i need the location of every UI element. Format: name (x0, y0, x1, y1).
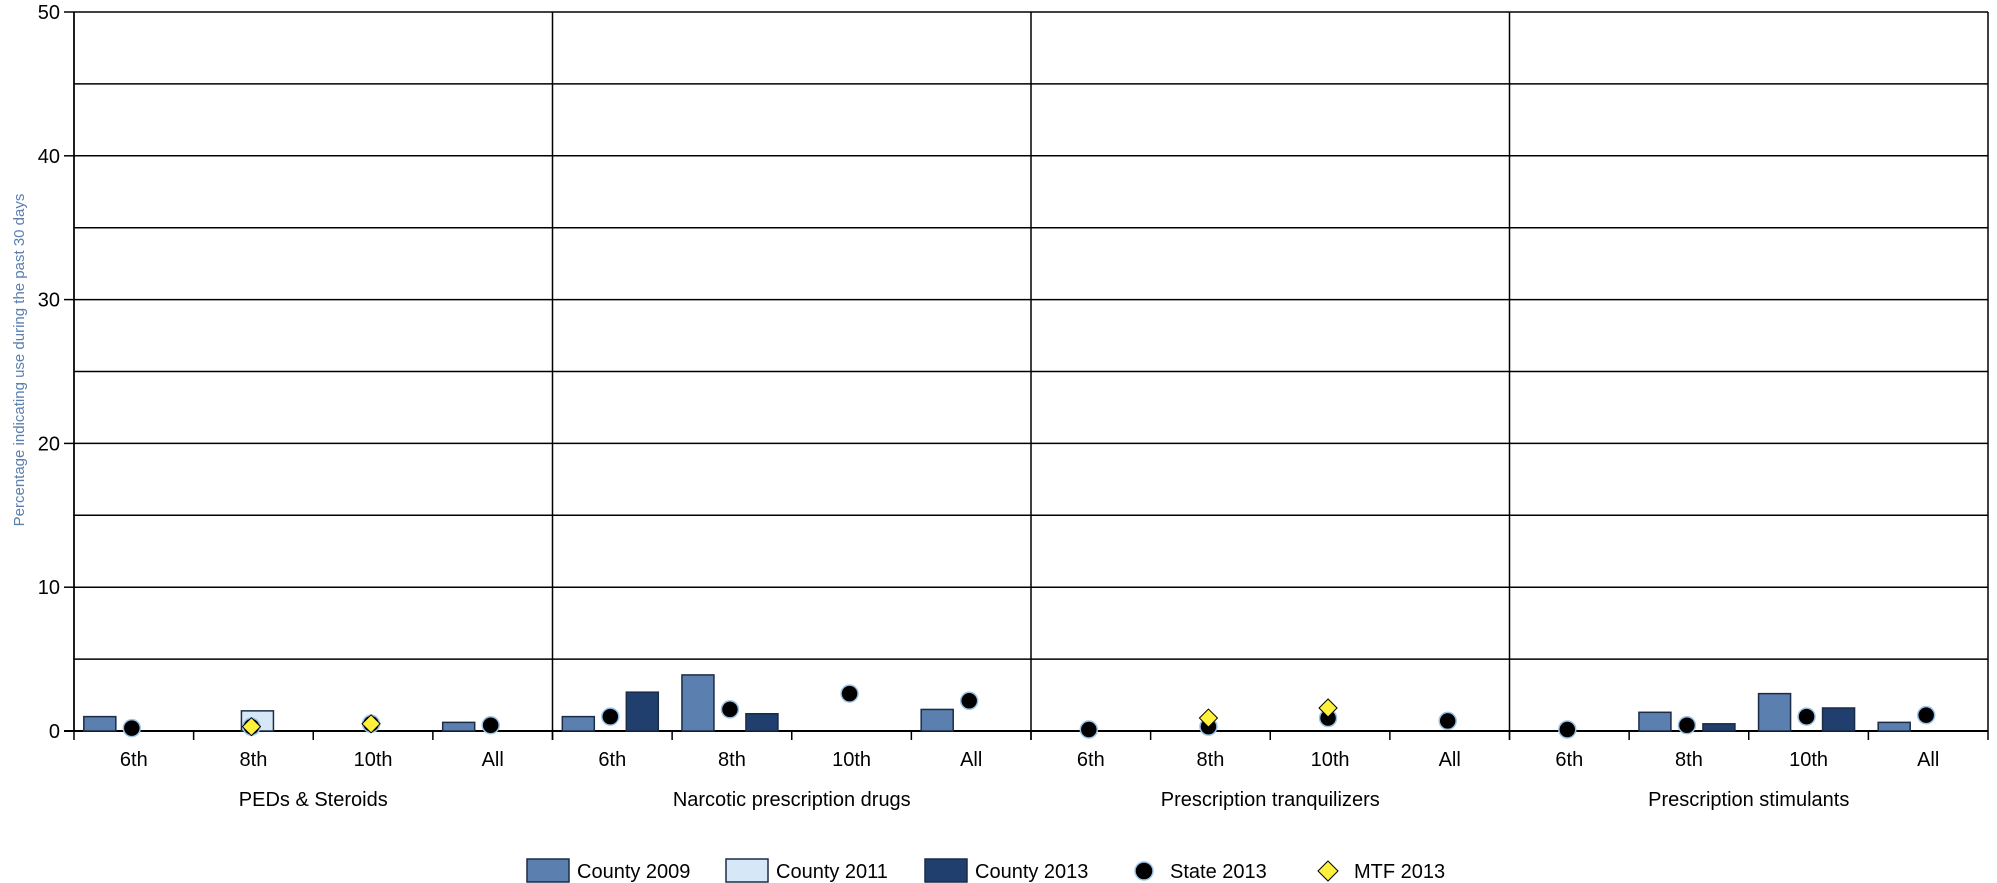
x-axis (64, 730, 1989, 740)
point-state-2013 (1797, 707, 1816, 726)
bar-county-2009 (1877, 721, 1911, 732)
x-tick-label: 10th (832, 749, 871, 771)
x-tick-label: 6th (120, 749, 148, 771)
group-label: PEDs & Steroids (239, 789, 388, 811)
legend-label-county-2009: County 2009 (577, 861, 690, 883)
x-tick-label: 10th (1789, 749, 1828, 771)
bar-county-2009 (83, 715, 117, 732)
x-tick-label: 8th (1675, 749, 1703, 771)
point-mtf-2013 (1198, 708, 1219, 728)
group-labels: PEDs & Steroids Narcotic prescription dru… (239, 789, 1850, 811)
legend-label-county-2013: County 2013 (975, 861, 1088, 883)
group-label: Prescription stimulants (1648, 789, 1849, 811)
y-tick-label: 10 (38, 577, 60, 599)
point-state-2013 (1916, 705, 1936, 725)
y-axis-label: Percentage indicating use during the pas… (11, 194, 28, 527)
y-tick-label: 40 (38, 146, 60, 168)
x-tick-label: 8th (1197, 749, 1225, 771)
legend-label-state-2013: State 2013 (1170, 861, 1267, 883)
group-label: Prescription tranquilizers (1161, 789, 1380, 811)
chart-marks (83, 674, 1936, 739)
group-label: Narcotic prescription drugs (673, 789, 911, 811)
legend-swatch-county-2009 (526, 858, 570, 883)
x-tick-label: All (482, 749, 504, 771)
legend-swatch-state-2013 (1134, 861, 1154, 881)
x-tick-label: 8th (240, 749, 268, 771)
point-state-2013 (720, 700, 740, 719)
x-tick-label: 6th (598, 749, 626, 771)
x-tick-label: All (1917, 749, 1939, 771)
x-tick-label: 6th (1555, 749, 1583, 771)
bar-county-2009 (1638, 711, 1672, 732)
bar-county-2009 (561, 715, 596, 732)
x-tick-labels: 6th 8th 10th All 6th 8th 10th All 6th 8th 10th All 6… (120, 749, 1939, 771)
point-state-2013 (1558, 720, 1577, 739)
point-mtf-2013 (1318, 698, 1338, 718)
x-tick-label: 10th (1311, 749, 1350, 771)
y-tick-label: 0 (49, 721, 60, 743)
bar-county-2009 (1757, 692, 1792, 732)
bar-county-2013 (1821, 707, 1856, 732)
point-state-2013 (959, 691, 979, 711)
point-state-2013 (1438, 711, 1457, 731)
y-tick-label: 20 (38, 433, 60, 455)
point-state-2013 (601, 707, 620, 726)
x-tick-label: All (1439, 749, 1461, 771)
point-state-2013 (122, 718, 142, 738)
point-state-2013 (840, 684, 859, 703)
bar-county-2013 (745, 712, 779, 732)
legend-swatch-county-2011 (725, 858, 769, 883)
point-state-2013 (1677, 715, 1697, 735)
point-mtf-2013 (241, 716, 262, 737)
legend: County 2009 County 2011 County 2013 State 2… (526, 858, 1445, 883)
x-tick-label: 6th (1077, 749, 1105, 771)
legend-label-mtf-2013: MTF 2013 (1354, 861, 1445, 883)
x-tick-label: 10th (354, 749, 393, 771)
x-tick-label: 8th (718, 749, 746, 771)
point-mtf-2013 (361, 714, 381, 734)
y-axis: 0 10 20 30 40 50 (38, 2, 75, 743)
bar-county-2009 (441, 721, 476, 732)
legend-label-county-2011: County 2011 (776, 861, 888, 883)
bar-county-2013 (625, 691, 660, 732)
y-tick-label: 30 (38, 290, 60, 312)
point-state-2013 (481, 715, 500, 735)
y-tick-label: 50 (38, 2, 60, 24)
point-state-2013 (1079, 720, 1099, 739)
bar-county-2013 (1702, 723, 1736, 732)
bar-county-2009 (920, 708, 954, 732)
legend-swatch-mtf-2013 (1317, 860, 1339, 882)
bar-county-2009 (681, 674, 715, 732)
x-tick-label: All (960, 749, 982, 771)
legend-swatch-county-2013 (924, 858, 968, 883)
